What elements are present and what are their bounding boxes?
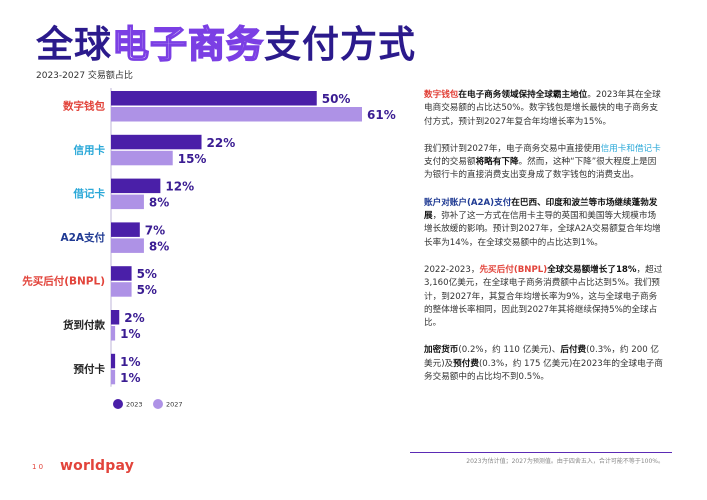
p4-body: ，超过3,160亿美元，在全球电子商务消费额中占比达到5%。我们预计，到2027…: [424, 264, 663, 329]
brand-logo[interactable]: worldpay: [60, 458, 135, 474]
kw-bnpl: 先买后付(BNPL): [479, 264, 548, 275]
bar-2023: [111, 178, 161, 194]
data-label-2027: 15%: [178, 152, 207, 166]
p4-lead: 2022-2023，: [424, 264, 480, 275]
p1-body: 。2023年其在全球电商交易额的占比达50%。数字钱包是增长最快的电子商务支付方…: [424, 90, 661, 127]
category-label: 数字钱包: [62, 100, 105, 113]
bar-2023: [111, 353, 116, 369]
bar-2023: [111, 134, 202, 150]
bar-2023: [111, 310, 120, 325]
bar-2023: [111, 222, 140, 237]
page-title: 全球电子商务支付方式: [36, 23, 416, 66]
p5-crypto-value: (0.2%，约 110 亿美元)、: [458, 345, 561, 356]
bar-2027: [111, 326, 116, 341]
paragraph-bnpl: 2022-2023，先买后付(BNPL)全球交易额增长了18%，超过3,160亿…: [424, 264, 664, 330]
bar-2027: [111, 150, 173, 166]
footer-note: 2023为估计值；2027为预测值。由于四舍五入，合计可能不等于100%。: [466, 458, 664, 465]
legend-swatch-2027: [153, 399, 163, 409]
kw-a2a-markets: 在巴西、印度和波兰等市场继续蓬勃发展: [424, 197, 658, 222]
data-label-2023: 7%: [145, 223, 165, 237]
data-label-2027: 1%: [120, 371, 140, 385]
data-label-2023: 50%: [322, 92, 351, 106]
legend-label-2027: 2027: [166, 401, 183, 409]
p2-lead: 我们预计到2027年，电子商务交易中直接使用: [424, 143, 601, 154]
bar-2027: [111, 194, 144, 210]
p5-body: (0.3%，约 175 亿美元)在2023年的全球电子商务交易额中的占比均不到0…: [424, 358, 663, 383]
paragraph-digital-wallet: 数字钱包在电子商务领域保持全球霸主地位。2023年其在全球电商交易额的占比达50…: [424, 89, 664, 129]
bar-2023: [111, 266, 132, 281]
kw-prepaid: 预付费: [453, 358, 479, 369]
data-label-2023: 5%: [137, 267, 157, 281]
category-label: 信用卡: [74, 143, 106, 156]
kw-digital-wallet: 数字钱包: [424, 90, 459, 100]
category-label: 货到付款: [62, 319, 105, 332]
data-label-2027: 61%: [367, 108, 396, 122]
category-label: 借记卡: [73, 187, 106, 200]
paragraph-cards: 我们预计到2027年，电子商务交易中直接使用信用卡和借记卡支付的交易额将略有下降…: [424, 143, 664, 183]
paragraph-a2a: 账户对账户(A2A)支付在巴西、印度和波兰等市场继续蓬勃发展，弥补了这一方式在信…: [424, 197, 664, 250]
kw-cards: 信用卡和借记卡: [600, 143, 661, 154]
p2-mid: 支付的交易额: [424, 157, 476, 168]
bar-2027: [111, 238, 144, 253]
data-label-2027: 5%: [137, 283, 157, 297]
bar-2027: [111, 369, 116, 385]
paragraph-others: 加密货币(0.2%，约 110 亿美元)、后付费(0.3%，约 200 亿美元)…: [424, 344, 664, 384]
kw-a2a: 账户对账户(A2A)支付: [424, 197, 512, 208]
title-part-2-outlined: 电子商务: [111, 23, 264, 66]
data-label-2027: 1%: [120, 327, 140, 341]
bar-2027: [111, 107, 362, 122]
data-label-2027: 8%: [149, 239, 169, 253]
data-label-2023: 1%: [120, 355, 140, 369]
category-label: 先买后付(BNPL): [22, 275, 105, 288]
p5-postpaid-value: (0.3%，约 200 亿美元)及: [424, 345, 659, 369]
kw-slight-decline: 将略有下降: [475, 157, 519, 168]
kw-crypto: 加密货币: [424, 345, 459, 356]
legend-swatch-2023: [113, 399, 123, 409]
kw-bnpl-growth: 全球交易额增长了18%: [547, 264, 637, 275]
bar-2023: [111, 91, 317, 106]
footer-divider: [410, 452, 672, 453]
category-label: 预付卡: [74, 362, 106, 375]
data-label-2023: 2%: [124, 311, 144, 325]
chart-subtitle: 2023-2027 交易额占比: [36, 71, 133, 81]
p3-body: ，弥补了这一方式在信用卡主导的英国和美国等大规模市场增长放缓的影响。预计到202…: [424, 211, 661, 248]
data-label-2023: 22%: [207, 136, 236, 150]
kw-postpaid: 后付费: [560, 345, 587, 356]
data-label-2027: 8%: [149, 196, 169, 210]
commentary-column: 数字钱包在电子商务领域保持全球霸主地位。2023年其在全球电商交易额的占比达50…: [424, 89, 664, 398]
bar-2027: [111, 282, 132, 297]
title-part-1: 全球: [36, 23, 112, 66]
category-label: A2A支付: [60, 231, 105, 244]
bar-chart: 数字钱包 50% 61% 信用卡 22%15% 借记卡 12% 8% A2A支付 7% 8% 先买后付…: [22, 88, 396, 409]
p2-body: 。然而，这种“下降”很大程度上是因为银行卡的直接消费支出变身成了数字钱包的消费支…: [424, 157, 657, 181]
page-number: 1 0: [32, 463, 44, 471]
legend-label-2023: 2023: [126, 401, 143, 409]
data-label-2023: 12%: [165, 180, 194, 194]
title-part-3: 支付方式: [264, 23, 416, 66]
kw-digital-wallet-claim: 在电子商务领域保持全球霸主地位: [458, 90, 588, 100]
